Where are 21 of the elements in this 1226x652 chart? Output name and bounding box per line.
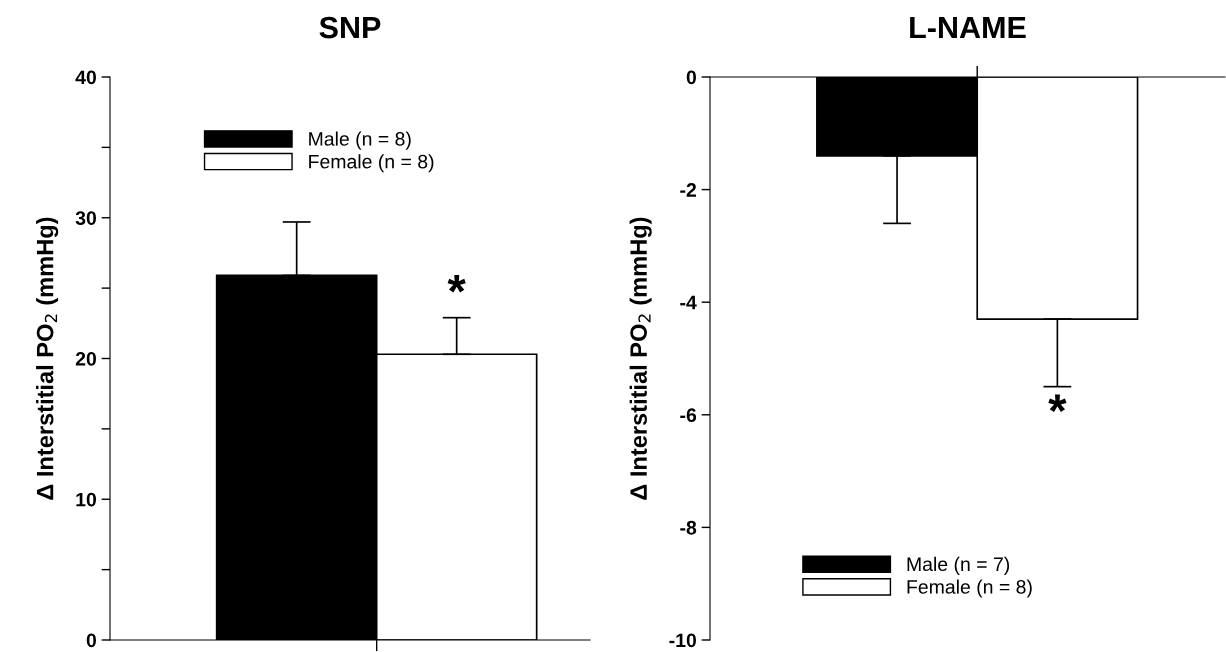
y-tick-label: -2	[680, 183, 697, 197]
y-tick-label: -4	[680, 295, 697, 310]
chart-title: SNP	[319, 16, 381, 39]
y-tick-label: 30	[75, 211, 97, 226]
legend-label: Female (n = 8)	[309, 154, 434, 173]
y-axis-title: Δ Interstitial PO$_{2}$ (mmHg)	[629, 217, 652, 500]
y-axis-title: Δ Interstitial PO$_{2}$ (mmHg)	[36, 217, 59, 500]
y-tick-label: -6	[680, 408, 697, 423]
legend-label: Male (n = 7)	[907, 556, 1010, 575]
chart-title: L-NAME	[910, 17, 1026, 39]
legend-label: Male (n = 8)	[309, 131, 411, 150]
y-tick-label: 0	[86, 633, 97, 648]
y-tick-label: 40	[75, 70, 97, 85]
y-tick-label: -10	[669, 633, 697, 648]
y-tick-label: -8	[680, 520, 697, 535]
y-tick-label: 20	[75, 351, 97, 366]
annotation: *	[1048, 394, 1067, 413]
annotation: *	[447, 274, 466, 293]
legend-label: Female (n = 8)	[907, 579, 1032, 598]
y-tick-label: 0	[686, 70, 697, 85]
y-tick-label: 10	[76, 492, 97, 507]
